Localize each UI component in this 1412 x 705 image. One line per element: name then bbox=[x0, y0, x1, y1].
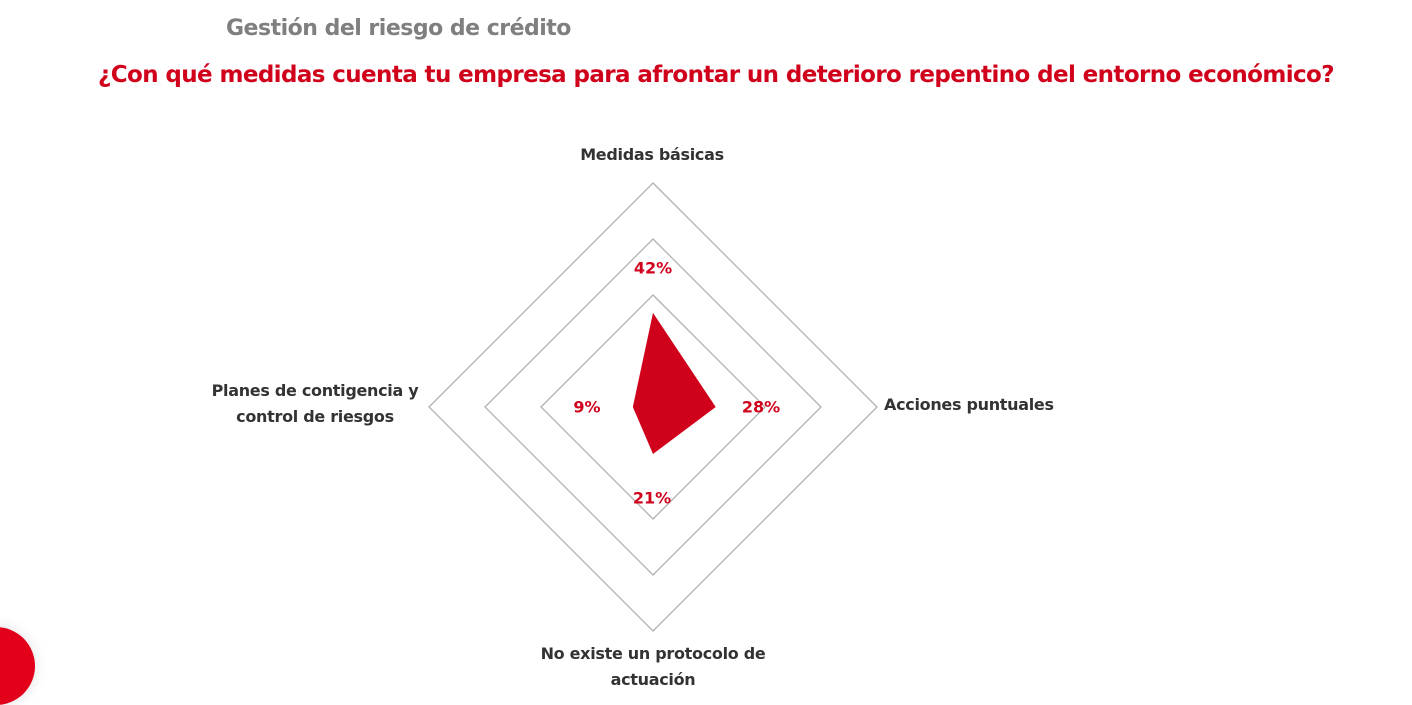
axis-label-bottom-line1: No existe un protocolo de bbox=[540, 644, 766, 663]
axis-label-left-line2: control de riesgos bbox=[236, 407, 394, 426]
axis-label-right: Acciones puntuales bbox=[884, 395, 1054, 414]
axis-label-top: Medidas básicas bbox=[580, 145, 724, 164]
axis-label-bottom-line2: actuación bbox=[610, 670, 696, 689]
grid-ring-100 bbox=[428, 182, 878, 632]
axis-label-left: Planes de contigencia y control de riesg… bbox=[180, 378, 450, 430]
value-label-left: 9% bbox=[573, 397, 601, 417]
value-label-bottom: 21% bbox=[632, 488, 672, 508]
value-label-top: 42% bbox=[633, 258, 673, 278]
data-area bbox=[632, 312, 716, 455]
axis-label-bottom: No existe un protocolo de actuación bbox=[500, 641, 806, 693]
question-title: ¿Con qué medidas cuenta tu empresa para … bbox=[98, 62, 1335, 88]
value-label-right: 28% bbox=[741, 397, 781, 417]
section-title: Gestión del riesgo de crédito bbox=[226, 16, 571, 41]
axis-label-left-line1: Planes de contigencia y bbox=[211, 381, 419, 400]
grid-ring-50 bbox=[540, 294, 766, 520]
grid-ring-75 bbox=[484, 238, 822, 576]
